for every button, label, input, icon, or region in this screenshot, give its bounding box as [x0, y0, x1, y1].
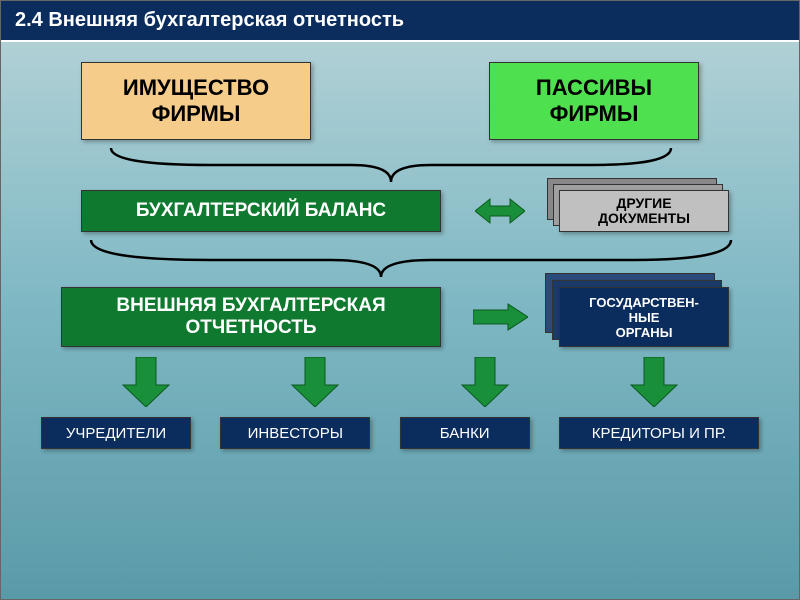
box-gov-bodies: ГОСУДАРСТВЕН- НЫЕ ОРГАНЫ [559, 287, 729, 347]
box-creditors: КРЕДИТОРЫ И ПР. [559, 417, 759, 449]
balance-label: БУХГАЛТЕРСКИЙ БАЛАНС [136, 200, 386, 222]
gov-line3: ОРГАНЫ [616, 325, 673, 340]
diagram-area: ИМУЩЕСТВО ФИРМЫ ПАССИВЫ ФИРМЫ БУХГАЛТЕРС… [1, 42, 799, 469]
banks-label: БАНКИ [440, 425, 490, 442]
down-arrow-icon [629, 357, 679, 407]
row-top: ИМУЩЕСТВО ФИРМЫ ПАССИВЫ ФИРМЫ [31, 62, 769, 140]
slide-header: 2.4 Внешняя бухгалтерская отчетность [1, 1, 799, 42]
gov-line1: ГОСУДАРСТВЕН- [589, 295, 699, 310]
box-investors: ИНВЕСТОРЫ [220, 417, 370, 449]
down-arrow-icon [460, 357, 510, 407]
box-other-docs: ДРУГИЕ ДОКУМЕНТЫ [559, 190, 729, 232]
right-arrow-icon [473, 302, 528, 332]
liabilities-line2: ФИРМЫ [550, 101, 639, 127]
row-bottom: УЧРЕДИТЕЛИ ИНВЕСТОРЫ БАНКИ КРЕДИТОРЫ И П… [31, 417, 769, 449]
creditors-label: КРЕДИТОРЫ И ПР. [592, 425, 726, 442]
double-arrow-icon [475, 196, 525, 226]
box-assets: ИМУЩЕСТВО ФИРМЫ [81, 62, 311, 140]
down-arrow-icon [290, 357, 340, 407]
down-arrows-row [31, 357, 769, 407]
investors-label: ИНВЕСТОРЫ [248, 425, 343, 442]
slide-title: 2.4 Внешняя бухгалтерская отчетность [15, 9, 404, 31]
gov-line2: НЫЕ [629, 310, 660, 325]
liabilities-line1: ПАССИВЫ [536, 75, 652, 101]
box-banks: БАНКИ [400, 417, 530, 449]
row-balance: БУХГАЛТЕРСКИЙ БАЛАНС ДРУГИЕ ДОКУМЕНТЫ [31, 190, 769, 232]
box-balance: БУХГАЛТЕРСКИЙ БАЛАНС [81, 190, 441, 232]
assets-line2: ФИРМЫ [152, 101, 241, 127]
otherdocs-line1: ДРУГИЕ [616, 196, 671, 211]
otherdocs-line2: ДОКУМЕНТЫ [598, 211, 690, 226]
assets-line1: ИМУЩЕСТВО [123, 75, 269, 101]
external-line2: ОТЧЕТНОСТЬ [185, 317, 316, 339]
box-liabilities: ПАССИВЫ ФИРМЫ [489, 62, 699, 140]
row-external: ВНЕШНЯЯ БУХГАЛТЕРСКАЯ ОТЧЕТНОСТЬ ГОСУДАР… [31, 287, 769, 347]
box-external-reporting: ВНЕШНЯЯ БУХГАЛТЕРСКАЯ ОТЧЕТНОСТЬ [61, 287, 441, 347]
down-arrow-icon [121, 357, 171, 407]
box-founders: УЧРЕДИТЕЛИ [41, 417, 191, 449]
founders-label: УЧРЕДИТЕЛИ [66, 425, 166, 442]
external-line1: ВНЕШНЯЯ БУХГАЛТЕРСКАЯ [116, 295, 385, 317]
